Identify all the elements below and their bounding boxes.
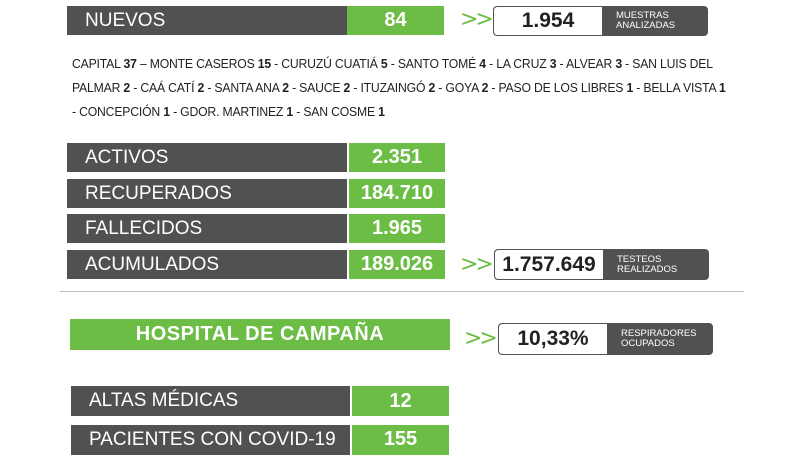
arrow-icon: >> bbox=[460, 7, 494, 32]
department-name: ALVEAR bbox=[565, 56, 616, 71]
recuperados-label: RECUPERADOS bbox=[67, 179, 347, 208]
nuevos-label: NUEVOS bbox=[67, 6, 347, 35]
respiradores-box: 10,33% RESPIRADORES OCUPADOS bbox=[498, 323, 713, 355]
department-item: ITUZAINGÓ 2 bbox=[360, 80, 435, 95]
respiradores-value: 10,33% bbox=[499, 324, 607, 354]
testeos-value: 1.757.649 bbox=[495, 250, 603, 279]
department-name: SANTA ANA bbox=[214, 80, 283, 95]
department-count: 37 bbox=[123, 56, 137, 71]
department-item: CAPITAL 37 bbox=[72, 56, 137, 71]
department-count: 1 bbox=[626, 80, 634, 95]
muestras-caption-line2: ANALIZADAS bbox=[616, 20, 676, 31]
fallecidos-value: 1.965 bbox=[349, 214, 445, 243]
muestras-value: 1.954 bbox=[494, 7, 602, 35]
recuperados-value: 184.710 bbox=[349, 179, 445, 208]
department-item: GOYA 2 bbox=[445, 80, 488, 95]
department-name: CAÁ CATÍ bbox=[140, 80, 198, 95]
department-count: 15 bbox=[257, 56, 271, 71]
hospital-title: HOSPITAL DE CAMPAÑA bbox=[70, 319, 450, 350]
department-count: 2 bbox=[428, 80, 436, 95]
department-name: MONTE CASEROS bbox=[149, 56, 258, 71]
department-count: 1 bbox=[163, 104, 170, 119]
acumulados-label: ACUMULADOS bbox=[67, 250, 347, 279]
acumulados-value: 189.026 bbox=[349, 250, 445, 279]
muestras-caption-line1: MUESTRAS bbox=[616, 10, 669, 21]
department-item: SAUCE 2 bbox=[299, 80, 350, 95]
department-item: CAÁ CATÍ 2 bbox=[140, 80, 204, 95]
respiradores-caption-line1: RESPIRADORES bbox=[621, 328, 697, 339]
department-name: CONCEPCIÓN bbox=[79, 104, 164, 119]
muestras-caption: MUESTRAS ANALIZADAS bbox=[602, 7, 675, 35]
testeos-box: 1.757.649 TESTEOS REALIZADOS bbox=[494, 249, 709, 280]
pacientes-label: PACIENTES CON COVID-19 bbox=[71, 425, 350, 455]
department-item: MONTE CASEROS 15 bbox=[150, 56, 271, 71]
department-name: PASO DE LOS LIBRES bbox=[498, 80, 627, 95]
department-count: 2 bbox=[197, 80, 205, 95]
testeos-caption: TESTEOS REALIZADOS bbox=[603, 250, 677, 279]
department-name: SAUCE bbox=[299, 80, 344, 95]
department-name: GOYA bbox=[445, 80, 482, 95]
department-count: 3 bbox=[549, 56, 557, 71]
department-count: 3 bbox=[615, 56, 622, 71]
department-count: 4 bbox=[479, 56, 486, 71]
department-name: SANTO TOMÉ bbox=[397, 56, 480, 71]
department-name: CURUZÚ CUATIÁ bbox=[281, 56, 381, 71]
department-count: 1 bbox=[378, 104, 385, 119]
department-name: ITUZAINGÓ bbox=[360, 80, 429, 95]
arrow-icon: >> bbox=[464, 326, 498, 351]
department-item: SANTO TOMÉ 4 bbox=[398, 56, 486, 71]
muestras-box: 1.954 MUESTRAS ANALIZADAS bbox=[493, 6, 708, 36]
department-item: PASO DE LOS LIBRES 1 bbox=[498, 80, 633, 95]
department-item: SANTA ANA 2 bbox=[214, 80, 289, 95]
respiradores-caption-line2: OCUPADOS bbox=[621, 338, 675, 349]
altas-label: ALTAS MÉDICAS bbox=[71, 386, 350, 416]
department-count: 2 bbox=[123, 80, 131, 95]
activos-value: 2.351 bbox=[349, 143, 445, 172]
department-count: 2 bbox=[481, 80, 489, 95]
testeos-caption-line2: REALIZADOS bbox=[617, 263, 678, 275]
nuevos-value: 84 bbox=[347, 6, 444, 35]
section-divider bbox=[60, 291, 744, 292]
testeos-caption-line1: TESTEOS bbox=[617, 253, 662, 265]
department-name: SAN COSME bbox=[303, 104, 379, 119]
department-count: 5 bbox=[380, 56, 388, 71]
department-name: SAN LUIS DEL PALMAR bbox=[72, 56, 713, 95]
department-item: LA CRUZ 3 bbox=[496, 56, 556, 71]
department-count: 2 bbox=[282, 80, 289, 95]
department-item: BELLA VISTA 1 bbox=[643, 80, 725, 95]
arrow-icon: >> bbox=[460, 252, 494, 277]
department-name: BELLA VISTA bbox=[643, 80, 719, 95]
department-name: GDOR. MARTINEZ bbox=[180, 104, 287, 119]
altas-value: 12 bbox=[352, 386, 449, 416]
department-name: CAPITAL bbox=[72, 56, 124, 71]
department-count: 2 bbox=[343, 80, 351, 95]
department-list: CAPITAL 37 – MONTE CASEROS 15 - CURUZÚ C… bbox=[72, 56, 726, 119]
department-item: SAN LUIS DEL PALMAR 2 bbox=[72, 56, 713, 95]
department-item: SAN COSME 1 bbox=[303, 104, 385, 119]
activos-label: ACTIVOS bbox=[67, 143, 347, 172]
department-name: LA CRUZ bbox=[496, 56, 550, 71]
department-item: CONCEPCIÓN 1 bbox=[79, 104, 170, 119]
department-count: 1 bbox=[718, 80, 726, 95]
pacientes-value: 155 bbox=[352, 425, 449, 455]
department-item: GDOR. MARTINEZ 1 bbox=[180, 104, 293, 119]
respiradores-caption: RESPIRADORES OCUPADOS bbox=[607, 324, 697, 354]
fallecidos-label: FALLECIDOS bbox=[67, 214, 347, 243]
department-count: 1 bbox=[286, 104, 294, 119]
department-item: ALVEAR 3 bbox=[566, 56, 622, 71]
department-item: CURUZÚ CUATIÁ 5 bbox=[281, 56, 387, 71]
